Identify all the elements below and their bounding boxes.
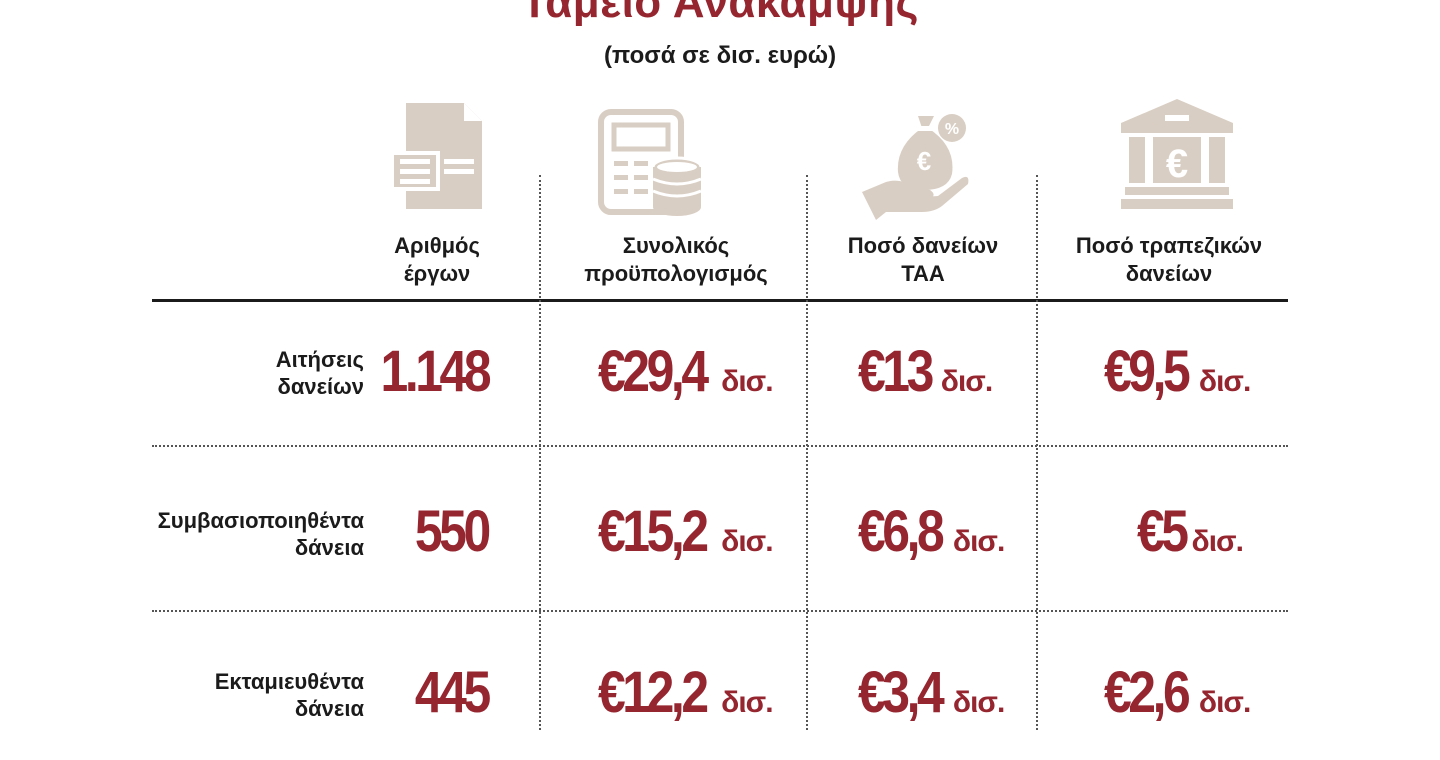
cell-unit: δισ. bbox=[721, 365, 773, 398]
row-label-line: Εκταμιευθέντα bbox=[214, 669, 364, 694]
row-label-line: δάνεια bbox=[294, 696, 364, 721]
cell-unit: δισ. bbox=[1198, 686, 1251, 719]
cell-unit: δισ. bbox=[1191, 525, 1244, 558]
column-header-line: Ποσό τραπεζικών bbox=[1075, 233, 1263, 258]
column-header-line: ΤΑΑ bbox=[901, 261, 945, 286]
cell-unit: δισ. bbox=[721, 525, 773, 558]
header-rule bbox=[152, 299, 1288, 302]
data-cell: €15,2 δισ. bbox=[598, 498, 774, 565]
row-label-line: Συμβασιοποιηθέντα bbox=[157, 508, 364, 533]
data-cell: €12,2 δισ. bbox=[598, 659, 774, 726]
cell-unit: δισ. bbox=[940, 365, 993, 398]
row-label-disbursed: Εκταμιευθέντα δάνεια bbox=[215, 668, 364, 722]
cell-unit: δισ. bbox=[952, 686, 1005, 719]
count-value: 550 bbox=[415, 499, 491, 564]
column-header-line: δανείων bbox=[1125, 261, 1213, 286]
cell-value: €3,4 bbox=[858, 660, 945, 725]
data-cell: €29,4 δισ. bbox=[598, 338, 774, 405]
cell-unit: δισ. bbox=[721, 686, 773, 719]
column-header-line: έργων bbox=[403, 261, 471, 286]
svg-text:€: € bbox=[917, 146, 931, 176]
column-header-line: Συνολικός bbox=[622, 233, 730, 258]
row-label-line: δάνεια bbox=[294, 535, 364, 560]
chart-subtitle: (ποσά σε δισ. ευρώ) bbox=[603, 42, 837, 69]
count-value: 1.148 bbox=[380, 339, 491, 404]
bank-euro-icon: € bbox=[1121, 99, 1233, 209]
data-cell: €6,8 δισ. bbox=[858, 498, 1005, 565]
column-header-line: Αριθμός bbox=[394, 233, 480, 258]
data-cell: €13 δισ. bbox=[858, 338, 993, 405]
cell-value: €12,2 bbox=[598, 660, 709, 725]
row-divider bbox=[152, 610, 1288, 612]
column-header-line: προϋπολογισμός bbox=[584, 261, 768, 286]
cell-value: €5 bbox=[1137, 499, 1189, 564]
row-label-contracted: Συμβασιοποιηθέντα δάνεια bbox=[158, 507, 364, 561]
cell-unit: δισ. bbox=[1198, 365, 1251, 398]
cell-value: €29,4 bbox=[598, 339, 709, 404]
column-header-line: Ποσό δανείων bbox=[847, 233, 999, 258]
calculator-coins-icon bbox=[598, 109, 704, 217]
cell-value: €15,2 bbox=[598, 499, 709, 564]
svg-text:%: % bbox=[945, 121, 959, 138]
column-divider bbox=[806, 175, 808, 730]
data-cell: €9,5 δισ. bbox=[1104, 338, 1251, 405]
column-header-rrf-loans: Ποσό δανείων ΤΑΑ bbox=[823, 232, 1023, 288]
count-value: 445 bbox=[415, 660, 491, 725]
data-cell: €5 δισ. bbox=[1137, 498, 1244, 565]
column-header-projects: Αριθμός έργων bbox=[357, 232, 517, 288]
row-label-applications: Αιτήσεις δανείων bbox=[276, 346, 364, 400]
row-label-line: Αιτήσεις bbox=[275, 347, 364, 372]
cell-value: €6,8 bbox=[858, 499, 945, 564]
row-label-line: δανείων bbox=[277, 374, 364, 399]
data-cell: €2,6 δισ. bbox=[1104, 659, 1251, 726]
row-divider bbox=[152, 445, 1288, 447]
column-divider bbox=[539, 175, 541, 730]
cell-value: €2,6 bbox=[1104, 660, 1191, 725]
chart-title: Ταμείο Ανάκαμψης bbox=[521, 0, 919, 27]
document-icon bbox=[392, 103, 482, 209]
cell-unit: δισ. bbox=[952, 525, 1005, 558]
data-cell: €3,4 δισ. bbox=[858, 659, 1005, 726]
cell-value: €9,5 bbox=[1104, 339, 1191, 404]
svg-text:€: € bbox=[1166, 142, 1188, 186]
column-header-budget: Συνολικός προϋπολογισμός bbox=[560, 232, 792, 288]
cell-value: €13 bbox=[858, 339, 934, 404]
column-header-bank-loans: Ποσό τραπεζικών δανείων bbox=[1054, 232, 1284, 288]
hand-money-bag-icon: % € bbox=[860, 112, 970, 222]
column-divider bbox=[1036, 175, 1038, 730]
